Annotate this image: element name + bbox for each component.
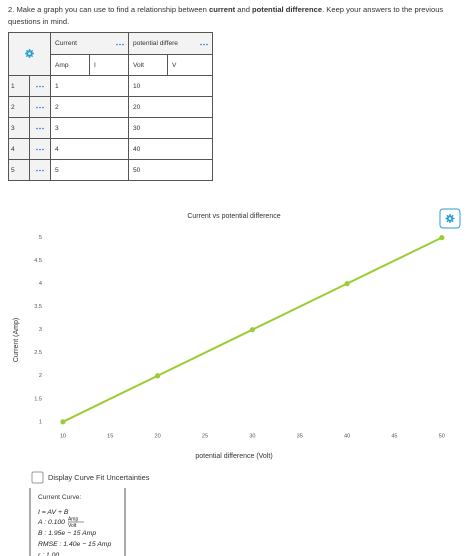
data-point	[60, 419, 66, 425]
y-tick-label: 4.5	[34, 258, 42, 264]
menu-dots[interactable]	[116, 43, 124, 46]
x-tick-label: 15	[107, 433, 113, 439]
fit-unit-numerator: Amp	[68, 516, 79, 522]
x-tick-label: 35	[297, 433, 303, 439]
y-tick-label: 1.5	[34, 396, 42, 402]
menu-dots[interactable]	[36, 127, 44, 130]
row-menu[interactable]	[29, 117, 51, 139]
menu-dots[interactable]	[36, 85, 44, 88]
table-row: 3 3 30	[8, 117, 213, 139]
y-tick-label: 2.5	[34, 350, 42, 356]
x-tick-label: 40	[344, 433, 350, 439]
x-tick-label: 30	[249, 433, 255, 439]
column-name: Current	[55, 40, 77, 47]
row-number: 2	[8, 96, 30, 118]
y-tick-label: 5	[39, 235, 42, 241]
y-tick-label: 3.5	[34, 304, 42, 310]
row-number: 1	[8, 75, 30, 97]
data-point	[249, 327, 255, 333]
gear-icon[interactable]	[445, 214, 455, 223]
row-menu[interactable]	[29, 96, 51, 118]
question-text: . Keep your answers to the previous ques…	[8, 5, 444, 26]
row-number: 3	[8, 117, 30, 139]
settings-cell[interactable]	[8, 32, 51, 76]
data-table: Current potential differe Amp I Volt V 1…	[8, 32, 213, 181]
chart-title: Current vs potential difference	[187, 213, 280, 220]
y-axis-label: Current (Amp)	[13, 318, 20, 362]
menu-dots[interactable]	[200, 43, 208, 46]
fit-unit-denominator: Volt	[68, 523, 77, 529]
y-tick-label: 1	[39, 419, 42, 425]
question-bold: potential difference	[252, 5, 323, 14]
question-text: and	[235, 5, 253, 14]
row-menu[interactable]	[29, 75, 51, 97]
row-menu[interactable]	[29, 159, 51, 181]
x-tick-label: 50	[439, 433, 445, 439]
y-tick-label: 2	[39, 373, 42, 379]
fit-parameter: A : 0.100	[37, 519, 65, 526]
question-number: 2.	[8, 5, 15, 14]
data-point	[439, 235, 445, 241]
question-bold: current	[208, 5, 236, 14]
fit-parameter: RMSE : 1.40e − 15 Amp	[38, 541, 111, 548]
question-text: Make a graph you can use to find a relat…	[16, 5, 209, 14]
y-tick-label: 4	[39, 281, 42, 287]
fit-heading: Current Curve:	[38, 494, 81, 501]
question: 2. Make a graph you can use to find a re…	[8, 4, 458, 28]
table-cell[interactable]: 50	[128, 159, 213, 181]
x-tick-label: 45	[391, 433, 397, 439]
x-tick-label: 25	[202, 433, 208, 439]
menu-dots[interactable]	[36, 106, 44, 109]
data-point	[344, 281, 350, 287]
row-number: 5	[8, 159, 30, 181]
fit-equation: I = AV + B	[38, 509, 69, 516]
checkbox[interactable]	[31, 471, 44, 484]
column-header[interactable]: potential differe	[128, 32, 213, 55]
data-point	[155, 373, 161, 379]
fit-parameter: B : 1.95e − 15 Amp	[38, 530, 96, 537]
table-row: 1 1 10	[8, 75, 213, 97]
x-tick-label: 10	[60, 433, 66, 439]
menu-dots[interactable]	[36, 169, 44, 172]
x-axis-label: potential difference (Volt)	[195, 453, 272, 460]
fit-parameter: r : 1.00	[38, 552, 59, 556]
y-tick-label: 3	[39, 327, 42, 333]
gear-icon[interactable]	[25, 48, 34, 58]
menu-dots[interactable]	[36, 148, 44, 151]
x-tick-label: 20	[155, 433, 161, 439]
checkbox-label[interactable]: Display Curve Fit Uncertainties	[48, 473, 150, 482]
table-row: 5 5 50	[8, 159, 213, 181]
column-name: potential differe	[133, 40, 178, 47]
